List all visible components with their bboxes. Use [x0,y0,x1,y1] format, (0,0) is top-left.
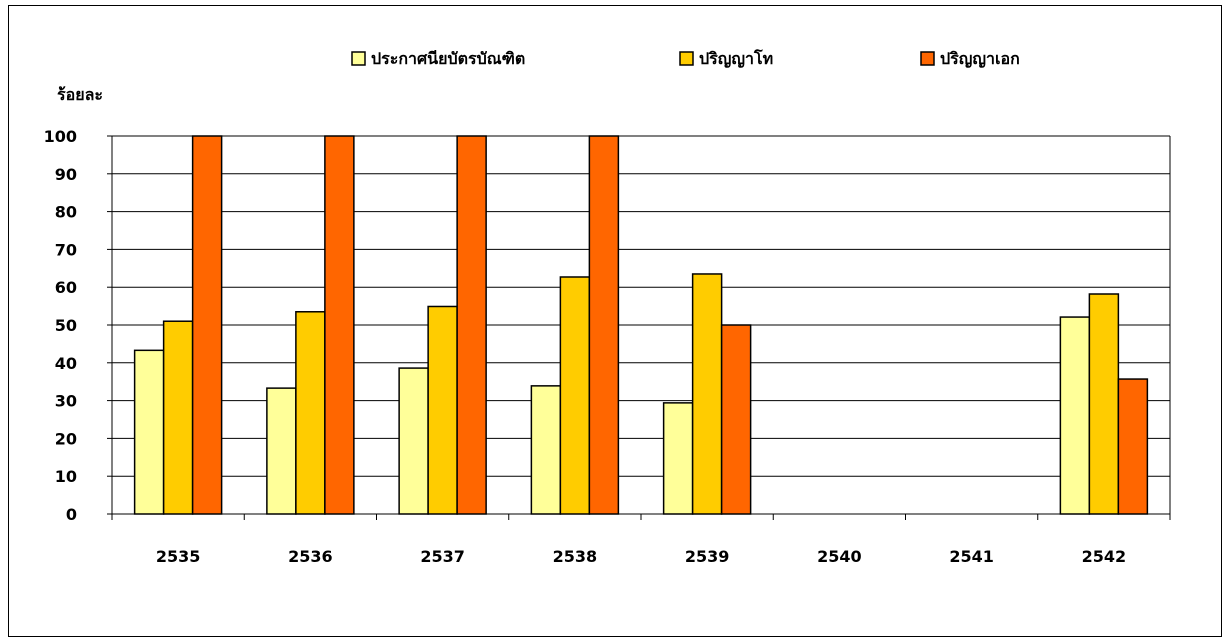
bar [1088,293,1120,515]
bar [398,367,429,515]
legend-entry: ประกาศนียบัตรบัณฑิต [351,49,525,68]
legend-swatch [679,51,694,66]
legend-swatch [351,51,366,66]
legend-label: ปริญญาเอก [940,49,1020,69]
y-tick-label: 0 [66,505,77,524]
bar [720,324,752,515]
y-tick-label: 20 [55,429,77,448]
x-tick-label: 2535 [156,547,201,566]
bar [191,135,223,515]
bar-chart: 0 10 20 30 40 50 60 70 80 90 100 2535 2536 2537 2538 25… [44,48,1171,566]
bar [1117,378,1149,515]
bar [162,320,194,515]
y-tick-label: 80 [55,203,77,222]
y-tick-label: 50 [55,316,77,335]
chart-frame: 0 10 20 30 40 50 60 70 80 90 100 2535 2536 2537 2538 25… [8,5,1222,637]
bar [588,135,620,515]
y-tick-label: 10 [55,467,77,486]
bar [559,276,591,515]
x-tick-label: 2541 [949,547,994,566]
legend-swatch [920,51,935,66]
legend: ประกาศนียบัตรบัณฑิต ปริญญาโท ปริญญาเอก [351,48,1020,69]
x-tick-label: 2538 [553,547,598,566]
y-tick-label: 90 [55,165,77,184]
legend-entry: ปริญญาเอก [920,49,1020,69]
y-tick-label: 100 [44,127,77,146]
legend-label: ปริญญาโท [699,48,773,69]
bar [691,273,723,515]
legend-label: ประกาศนียบัตรบัณฑิต [371,49,525,68]
bar [266,387,297,515]
bar [324,135,355,515]
y-tick-label: 60 [55,278,77,297]
x-tick-label: 2537 [420,547,465,566]
x-tick-label: 2542 [1082,547,1127,566]
y-tick-label: 40 [55,354,77,373]
x-tick-label: 2536 [288,547,333,566]
y-tick-label: 70 [55,240,77,259]
bar [1059,316,1091,515]
bar [133,349,165,515]
bar [662,402,694,515]
x-tick-label: 2540 [817,547,862,566]
x-tick-label: 2539 [685,547,730,566]
bar [456,135,487,515]
axes: 0 10 20 30 40 50 60 70 80 90 100 2535 2536 2537 2538 25… [44,127,1171,566]
bar [295,311,326,515]
bars [133,135,1149,515]
bar [427,305,458,515]
bar [530,385,562,515]
y-tick-label: 30 [55,392,77,411]
legend-entry: ปริญญาโท [679,48,773,69]
y-axis-title: ร้อยละ [57,85,103,104]
